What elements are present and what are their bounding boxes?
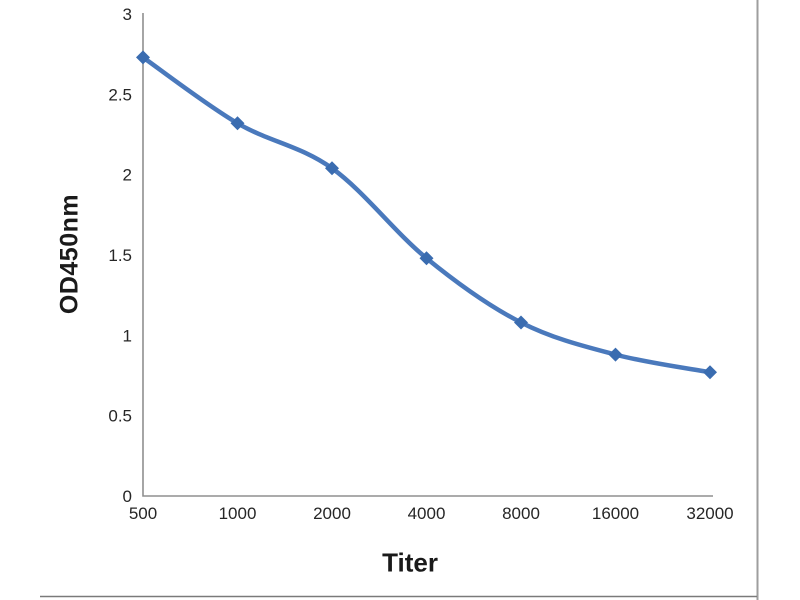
x-tick-label: 2000	[313, 504, 351, 523]
data-point-marker	[514, 315, 528, 330]
x-axis-title: Titer	[382, 547, 438, 578]
axis-lines	[142, 13, 713, 497]
x-tick-label: 500	[129, 504, 157, 523]
data-point-marker	[325, 161, 339, 176]
y-tick-label: 2.5	[108, 85, 132, 104]
data-point-marker	[230, 116, 245, 131]
data-point-marker	[419, 251, 434, 266]
x-tick-label: 8000	[502, 504, 540, 523]
x-tick-label: 32000	[686, 504, 733, 523]
x-tick-label: 16000	[592, 504, 639, 523]
x-tick-label: 4000	[408, 504, 446, 523]
data-point-marker	[608, 347, 623, 362]
data-point-marker	[136, 50, 150, 65]
data-series-line	[140, 55, 713, 375]
y-tick-label: 3	[123, 5, 132, 24]
y-axis-title: OD450nm	[55, 193, 84, 315]
y-tick-label: 1.5	[108, 246, 132, 265]
y-tick-label: 0	[123, 487, 132, 506]
y-tick-label: 2	[123, 166, 132, 185]
y-tick-label: 1	[123, 326, 132, 345]
y-tick-label: 0.5	[108, 407, 132, 426]
x-tick-label: 1000	[219, 504, 257, 523]
data-point-marker	[703, 365, 717, 380]
